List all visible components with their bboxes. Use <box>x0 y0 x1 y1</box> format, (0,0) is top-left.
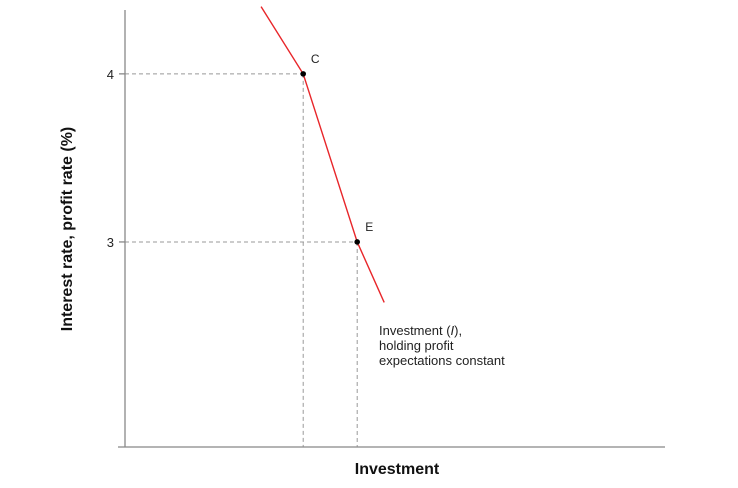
y-tick-label-3: 3 <box>107 235 114 250</box>
point-label-E: E <box>365 220 373 234</box>
guide-lines <box>125 73 358 447</box>
curve-label-line3: expectations constant <box>379 353 505 368</box>
x-axis-title: Investment <box>355 461 440 478</box>
point-label-C: C <box>311 52 320 66</box>
point-E <box>354 239 361 245</box>
y-ticks: 43 <box>107 67 125 250</box>
curves <box>260 6 385 303</box>
axes <box>118 10 665 448</box>
curve-label: Investment (I), holding profit expectati… <box>379 323 505 368</box>
investment-curve <box>260 6 385 303</box>
y-tick-label-4: 4 <box>107 67 114 82</box>
y-axis-title: Interest rate, profit rate (%) <box>59 127 76 331</box>
points: CE <box>300 52 373 245</box>
curve-label-line2: holding profit <box>379 338 454 353</box>
point-C <box>300 71 307 77</box>
curve-label-line1: Investment (I), <box>379 323 462 338</box>
